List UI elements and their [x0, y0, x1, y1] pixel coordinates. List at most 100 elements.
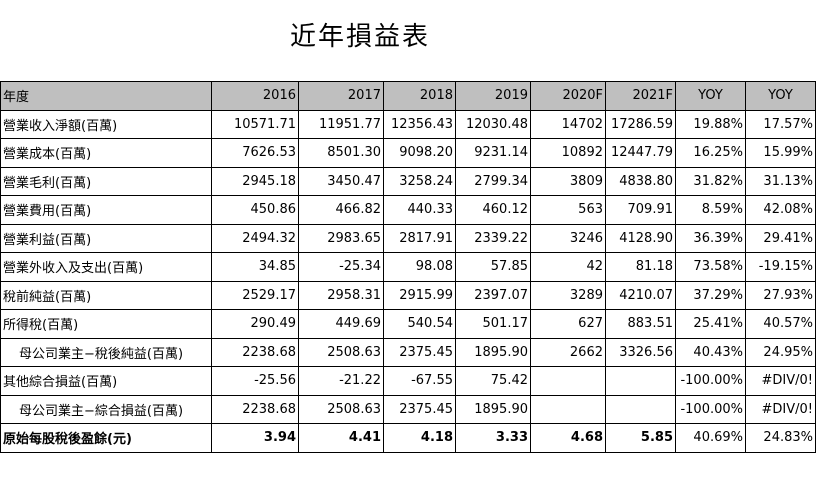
page-title: 近年損益表: [289, 22, 430, 52]
row-value: 75.42: [455, 366, 531, 396]
row-value: 8501.30: [298, 138, 384, 168]
row-value: 12030.48: [455, 109, 531, 139]
row-value: 450.86: [211, 195, 299, 225]
row-value: -67.55: [383, 366, 456, 396]
row-value: 4.41: [298, 423, 384, 453]
row-value: 12356.43: [383, 109, 456, 139]
header-label: 年度: [0, 81, 212, 111]
row-value: 2508.63: [298, 394, 384, 424]
row-value: 2799.34: [455, 166, 531, 196]
row-value: 42.08%: [745, 195, 816, 225]
table-row: 營業外收入及支出(百萬) 34.85 -25.34 98.08 57.85 42 81.18…: [0, 252, 816, 282]
row-value: [530, 366, 606, 396]
row-label: 營業成本(百萬): [0, 138, 212, 168]
row-value: 3326.56: [605, 337, 676, 367]
row-value: 98.08: [383, 252, 456, 282]
row-value: 24.95%: [745, 337, 816, 367]
table-row: 營業收入淨額(百萬) 10571.71 11951.77 12356.43 12030.…: [0, 109, 816, 139]
row-value: 2508.63: [298, 337, 384, 367]
row-value: 2238.68: [211, 394, 299, 424]
row-value: 11951.77: [298, 109, 384, 139]
row-value: 17286.59: [605, 109, 676, 139]
row-value: 36.39%: [675, 223, 746, 253]
row-value: 29.41%: [745, 223, 816, 253]
row-value: 1895.90: [455, 394, 531, 424]
row-value: 2983.65: [298, 223, 384, 253]
row-value: [605, 394, 676, 424]
row-value: 2529.17: [211, 280, 299, 310]
row-value: 19.88%: [675, 109, 746, 139]
row-value: 25.41%: [675, 309, 746, 339]
row-label: 營業費用(百萬): [0, 195, 212, 225]
row-value: -100.00%: [675, 394, 746, 424]
header-year-2016: 2016: [211, 81, 299, 111]
row-value: 4838.80: [605, 166, 676, 196]
table-body: 營業收入淨額(百萬) 10571.71 11951.77 12356.43 12030.…: [0, 109, 816, 453]
row-value: 3289: [530, 280, 606, 310]
row-value: 14702: [530, 109, 606, 139]
header-year-2018: 2018: [383, 81, 456, 111]
row-value: 27.93%: [745, 280, 816, 310]
row-label: 營業利益(百萬): [0, 223, 212, 253]
income-statement-table: 年度 2016 2017 2018 2019 2020F 2021F YOY Y…: [0, 81, 816, 453]
row-value: 709.91: [605, 195, 676, 225]
row-value: #DIV/0!: [745, 366, 816, 396]
table-row: 原始每股稅後盈餘(元) 3.94 4.41 4.18 3.33 4.68 5.85 40.69…: [0, 423, 816, 453]
row-value: 40.57%: [745, 309, 816, 339]
table-row: 稅前純益(百萬) 2529.17 2958.31 2915.99 2397.07 3289…: [0, 280, 816, 310]
row-value: 12447.79: [605, 138, 676, 168]
header-year-2019: 2019: [455, 81, 531, 111]
row-value: 24.83%: [745, 423, 816, 453]
row-value: 1895.90: [455, 337, 531, 367]
row-label: 原始每股稅後盈餘(元): [0, 423, 212, 453]
row-value: 2958.31: [298, 280, 384, 310]
row-label: 營業外收入及支出(百萬): [0, 252, 212, 282]
row-value: -19.15%: [745, 252, 816, 282]
row-value: 42: [530, 252, 606, 282]
row-value: 7626.53: [211, 138, 299, 168]
row-value: 3809: [530, 166, 606, 196]
row-value: 440.33: [383, 195, 456, 225]
table-row: 其他綜合損益(百萬) -25.56 -21.22 -67.55 75.42 -100.00…: [0, 366, 816, 396]
row-value: #DIV/0!: [745, 394, 816, 424]
row-value: 563: [530, 195, 606, 225]
table-row: 所得稅(百萬) 290.49 449.69 540.54 501.17 627 883.51…: [0, 309, 816, 339]
row-value: 3.33: [455, 423, 531, 453]
row-value: 2662: [530, 337, 606, 367]
row-value: 37.29%: [675, 280, 746, 310]
row-value: 3450.47: [298, 166, 384, 196]
row-value: 2397.07: [455, 280, 531, 310]
row-value: 2494.32: [211, 223, 299, 253]
row-value: 9231.14: [455, 138, 531, 168]
row-value: 883.51: [605, 309, 676, 339]
row-value: 17.57%: [745, 109, 816, 139]
row-value: 2915.99: [383, 280, 456, 310]
row-value: 460.12: [455, 195, 531, 225]
table-row: 營業費用(百萬) 450.86 466.82 440.33 460.12 563 709.9…: [0, 195, 816, 225]
row-value: 3.94: [211, 423, 299, 453]
row-value: 290.49: [211, 309, 299, 339]
row-value: 16.25%: [675, 138, 746, 168]
row-value: 466.82: [298, 195, 384, 225]
row-value: 73.58%: [675, 252, 746, 282]
row-label: 其他綜合損益(百萬): [0, 366, 212, 396]
row-value: 81.18: [605, 252, 676, 282]
row-label: 所得稅(百萬): [0, 309, 212, 339]
row-value: 501.17: [455, 309, 531, 339]
row-value: 2817.91: [383, 223, 456, 253]
row-value: [530, 394, 606, 424]
table-row: 母公司業主−綜合損益(百萬) 2238.68 2508.63 2375.45 1895.…: [0, 394, 816, 424]
row-label: 營業毛利(百萬): [0, 166, 212, 196]
row-value: 2945.18: [211, 166, 299, 196]
row-value: 449.69: [298, 309, 384, 339]
row-value: 57.85: [455, 252, 531, 282]
row-value: 3258.24: [383, 166, 456, 196]
header-yoy-2: YOY: [745, 81, 816, 111]
row-value: 9098.20: [383, 138, 456, 168]
row-value: [605, 366, 676, 396]
row-value: 10571.71: [211, 109, 299, 139]
row-label: 母公司業主−稅後純益(百萬): [0, 337, 212, 367]
row-value: 4128.90: [605, 223, 676, 253]
row-value: 40.43%: [675, 337, 746, 367]
row-value: 31.82%: [675, 166, 746, 196]
